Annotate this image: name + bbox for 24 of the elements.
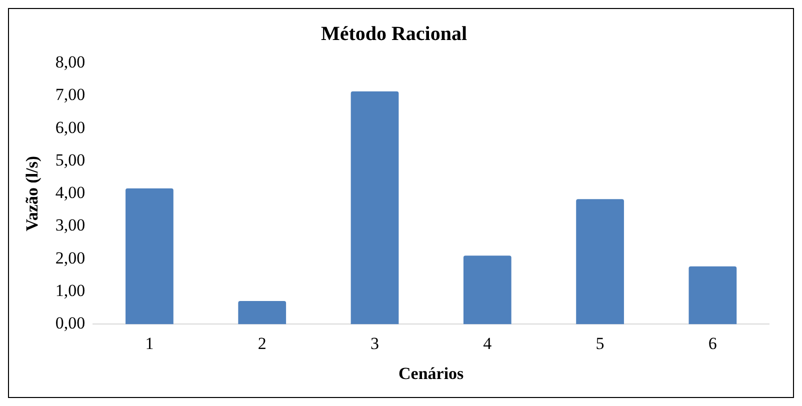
y-tick-label: 0,00 bbox=[55, 314, 86, 333]
y-tick-label: 7,00 bbox=[55, 85, 86, 104]
bar bbox=[576, 199, 624, 324]
x-tick-label: 5 bbox=[596, 334, 604, 353]
chart-title: Método Racional bbox=[320, 23, 468, 46]
x-tick-label: 4 bbox=[483, 334, 492, 353]
y-tick-label: 5,00 bbox=[55, 150, 86, 170]
bar bbox=[238, 301, 286, 324]
x-axis-title: Cenários bbox=[398, 364, 464, 384]
x-tick-label: 3 bbox=[370, 334, 380, 353]
x-tick-label: 2 bbox=[258, 334, 266, 353]
bar bbox=[350, 91, 399, 324]
x-tick-label: 6 bbox=[708, 334, 717, 353]
y-tick-label: 3,00 bbox=[55, 216, 86, 235]
x-tick-label: 1 bbox=[145, 334, 154, 353]
y-tick-label: 1,00 bbox=[55, 281, 86, 300]
y-tick-label: 4,00 bbox=[55, 183, 86, 202]
y-tick-label: 2,00 bbox=[55, 248, 86, 268]
y-tick-label: 6,00 bbox=[55, 118, 86, 137]
y-tick-label: 8,00 bbox=[55, 52, 86, 72]
bar bbox=[126, 188, 174, 324]
y-axis-title: Vazão (l/s) bbox=[22, 156, 42, 232]
bar bbox=[688, 266, 737, 324]
bar bbox=[463, 256, 512, 324]
